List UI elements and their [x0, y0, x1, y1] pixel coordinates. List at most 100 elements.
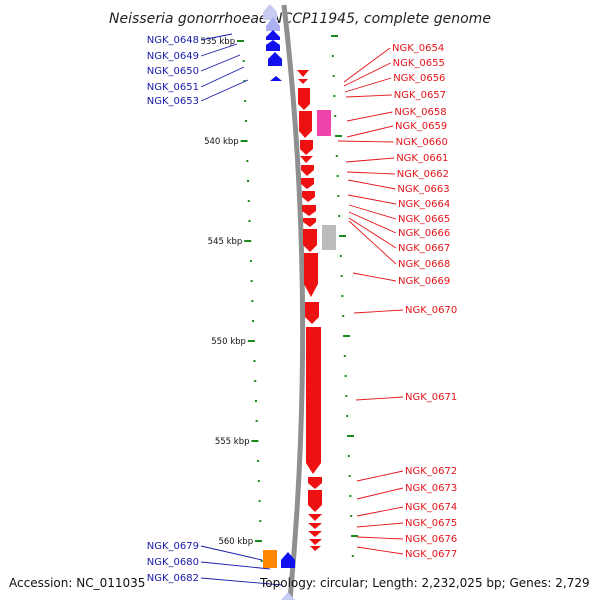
- minor-tick: [258, 500, 261, 502]
- inner-ring-tick: [339, 255, 342, 257]
- inner-ring-tick: [347, 435, 354, 437]
- leader-line: [348, 211, 397, 234]
- leader-line: [337, 140, 394, 143]
- gene-label-left[interactable]: NGK_0649: [147, 51, 199, 62]
- kbp-label: 545 kbp: [208, 237, 243, 247]
- leader-line: [344, 77, 392, 93]
- reverse-cds: [299, 111, 312, 138]
- gene-label-right[interactable]: NGK_0660: [396, 137, 448, 148]
- reverse-cds: [306, 327, 321, 474]
- inner-ring-tick: [345, 395, 348, 397]
- gene-label-left[interactable]: NGK_0682: [147, 573, 199, 584]
- gene-label-left[interactable]: NGK_0651: [147, 82, 199, 93]
- leader-line: [343, 47, 391, 83]
- gene-label-left[interactable]: NGK_0653: [147, 96, 199, 107]
- ticks: [237, 35, 358, 562]
- gene-label-left[interactable]: NGK_0648: [147, 35, 199, 46]
- gene-label-right[interactable]: NGK_0657: [394, 90, 446, 101]
- map-title: Neisseria gonorrhoeae NCCP11945, complet…: [109, 11, 491, 27]
- minor-tick: [257, 460, 260, 462]
- gene-label-right[interactable]: NGK_0666: [398, 228, 450, 239]
- major-tick: [237, 40, 244, 42]
- gene-label-right[interactable]: NGK_0656: [393, 73, 445, 84]
- major-tick: [244, 240, 252, 242]
- gene-label-right[interactable]: NGK_0661: [396, 153, 448, 164]
- inner-ring-tick: [343, 335, 350, 337]
- leader-line: [356, 487, 404, 500]
- inner-ring-tick: [343, 355, 346, 357]
- inner-ring-tick: [349, 495, 352, 497]
- gene-label-right[interactable]: NGK_0665: [398, 214, 450, 225]
- gene-label-right[interactable]: NGK_0675: [405, 518, 457, 529]
- major-tick: [240, 140, 248, 142]
- minor-tick: [254, 400, 257, 402]
- minor-tick: [253, 360, 256, 362]
- reverse-cds: [308, 514, 322, 521]
- gene-label-right[interactable]: NGK_0676: [405, 534, 457, 545]
- major-tick: [251, 440, 259, 442]
- reverse-cds-group: [297, 70, 322, 551]
- gene-label-right[interactable]: NGK_0655: [393, 58, 445, 69]
- gene-label-left[interactable]: NGK_0680: [147, 557, 199, 568]
- reverse-cds: [303, 218, 316, 227]
- minor-tick: [243, 80, 246, 82]
- inner-ring-tick: [347, 455, 350, 457]
- gene-label-right[interactable]: NGK_0663: [397, 184, 449, 195]
- kbp-label: 540 kbp: [204, 137, 239, 147]
- leader-line: [348, 220, 397, 265]
- gene-label-right[interactable]: NGK_0658: [394, 107, 446, 118]
- leader-line: [346, 111, 393, 122]
- gene-label-right[interactable]: NGK_0672: [405, 466, 457, 477]
- minor-tick: [255, 420, 258, 422]
- forward-cds-faded-bottom: [281, 592, 295, 600]
- reverse-cds: [300, 156, 313, 163]
- gene-label-left[interactable]: NGK_0679: [147, 541, 199, 552]
- reverse-cds: [302, 191, 315, 202]
- leader-line: [348, 204, 397, 220]
- leader-line: [355, 396, 404, 401]
- reverse-cds: [305, 302, 319, 324]
- gene-label-right[interactable]: NGK_0659: [395, 121, 447, 132]
- reverse-cds: [298, 88, 310, 110]
- major-tick: [255, 540, 262, 542]
- inner-ring-tick: [346, 415, 349, 417]
- leader-line: [356, 536, 404, 540]
- reverse-cds: [303, 229, 317, 252]
- minor-tick: [259, 520, 262, 522]
- gene-label-right[interactable]: NGK_0668: [398, 259, 450, 270]
- gene-label-right[interactable]: NGK_0669: [398, 276, 450, 287]
- gray-feature: [322, 225, 336, 250]
- gene-label-right[interactable]: NGK_0664: [398, 199, 450, 210]
- leader-line: [200, 577, 283, 586]
- minor-tick: [257, 480, 260, 482]
- reverse-cds: [310, 546, 321, 551]
- inner-ring-tick: [351, 535, 358, 537]
- reverse-cds: [308, 531, 322, 537]
- minor-tick: [247, 200, 250, 202]
- gene-label-right[interactable]: NGK_0667: [398, 243, 450, 254]
- forward-cds-bottom: [281, 552, 295, 568]
- gene-label-right[interactable]: NGK_0654: [392, 43, 444, 54]
- gene-label-right[interactable]: NGK_0670: [405, 305, 457, 316]
- gene-label-right[interactable]: NGK_0673: [405, 483, 457, 494]
- inner-ring-tick: [337, 195, 340, 197]
- leader-line: [356, 506, 404, 517]
- minor-tick: [244, 120, 247, 122]
- leader-line: [200, 79, 249, 102]
- major-tick: [247, 340, 255, 342]
- forward-cds: [266, 30, 280, 40]
- minor-tick: [242, 60, 245, 62]
- reverse-cds: [301, 178, 314, 189]
- inner-ring-tick: [338, 215, 341, 217]
- leader-line: [356, 470, 404, 482]
- gene-label-right[interactable]: NGK_0677: [405, 549, 457, 560]
- gene-label-right[interactable]: NGK_0674: [405, 502, 457, 513]
- gene-label-left[interactable]: NGK_0650: [147, 66, 199, 77]
- inner-ring-tick: [340, 275, 343, 277]
- leader-line: [353, 309, 404, 314]
- gene-label-right[interactable]: NGK_0671: [405, 392, 457, 403]
- gene-label-right[interactable]: NGK_0662: [397, 169, 449, 180]
- kbp-label: 535 kbp: [200, 37, 235, 47]
- topology-text: Topology: circular; Length: 2,232,025 bp…: [259, 576, 590, 590]
